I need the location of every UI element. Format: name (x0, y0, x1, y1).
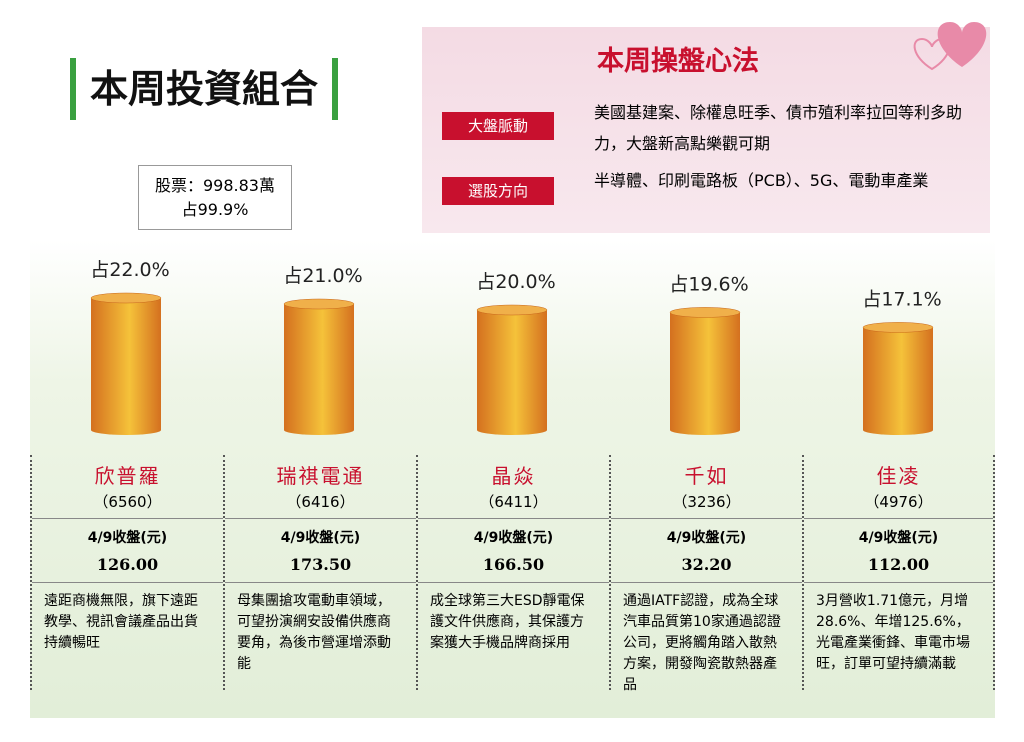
price: 32.20 (681, 555, 732, 574)
bar (863, 327, 933, 435)
price-label: 4/9收盤(元) (858, 530, 939, 546)
strategy-text: 半導體、印刷電路板（PCB）、5G、電動車產業 (594, 171, 929, 190)
stock-column: 佳凌 （4976） 4/9收盤(元) 112.00 3月營收1.71億元，月增28.6%… (802, 455, 995, 690)
bar (670, 312, 740, 435)
strategy-title: 本周操盤心法 (597, 46, 759, 77)
page-title: 本周投資組合 (70, 58, 339, 120)
stock-column: 欣普羅 （6560） 4/9收盤(元) 126.00 遠距商機無限，旗下遠距教學、視訊會… (30, 455, 223, 690)
bar-top (862, 322, 934, 333)
value-label: 占20.0% (476, 271, 555, 293)
stock-name: 千如 (684, 464, 729, 488)
divider (804, 518, 993, 519)
price: 166.50 (482, 555, 545, 574)
strategy-text: 美國基建案、除權息旺季、債市殖利率拉回等利多助力，大盤新高點樂觀可期 (594, 103, 963, 153)
divider (611, 582, 802, 583)
price: 173.50 (289, 555, 352, 574)
stock-column: 千如 （3236） 4/9收盤(元) 32.20 通過IATF認證，成為全球汽車品質第1… (609, 455, 802, 693)
stock-note: 通過IATF認證，成為全球汽車品質第10家通過認證公司，更將觸角踏入散熱方案，開… (623, 593, 781, 693)
price-label: 4/9收盤(元) (473, 530, 554, 546)
chart: 占22.0% 占21.0% 占20.0% 占19.6% 占17.1% (90, 259, 942, 435)
summary-line: 股票：998.83萬 (155, 176, 275, 195)
bar-top (90, 292, 162, 304)
bar (284, 304, 354, 435)
stock-code: （6416） (286, 493, 355, 511)
price: 112.00 (867, 555, 930, 574)
divider (32, 518, 223, 519)
bar-top (476, 304, 548, 316)
stock-column: 瑞祺電通 （6416） 4/9收盤(元) 173.50 母集團搶攻電動車領域，可望扮演網… (223, 455, 416, 690)
stock-name: 晶焱 (491, 464, 536, 488)
strategy-box: 本周操盤心法 大盤脈動 美國基建案、除權息旺季、債市殖利率拉回等利多助力，大盤新… (422, 22, 990, 233)
stock-note: 母集團搶攻電動車領域，可望扮演網安設備供應商要角，為後市營運增添動能 (237, 593, 391, 672)
stock-table: 欣普羅 （6560） 4/9收盤(元) 126.00 遠距商機無限，旗下遠距教學、視訊會… (30, 455, 995, 693)
stock-code: （6411） (479, 493, 548, 511)
strategy-label: 選股方向 (442, 177, 554, 205)
divider (32, 582, 223, 583)
value-label: 占19.6% (669, 273, 748, 295)
divider (225, 518, 416, 519)
bar (477, 310, 547, 435)
price-label: 4/9收盤(元) (280, 530, 361, 546)
stock-name: 佳凌 (876, 464, 921, 488)
hearts (913, 22, 987, 71)
summary-line: 占99.9% (181, 200, 249, 219)
stock-name: 瑞祺電通 (276, 464, 365, 488)
divider (418, 582, 609, 583)
stock-column: 晶焱 （6411） 4/9收盤(元) 166.50 成全球第三大ESD靜電保護文件供應商… (416, 455, 609, 690)
bar-top (669, 307, 741, 318)
summary-box: 股票：998.83萬 占99.9% (138, 165, 292, 230)
bar (91, 298, 161, 435)
divider (804, 582, 993, 583)
price-label: 4/9收盤(元) (87, 530, 168, 546)
stock-note: 遠距商機無限，旗下遠距教學、視訊會議產品出貨持續暢旺 (44, 593, 198, 651)
stock-note: 3月營收1.71億元，月增28.6%、年增125.6%，光電產業衝鋒、車電市場旺… (816, 593, 970, 672)
stock-code: （4976） (864, 493, 933, 511)
stock-note: 成全球第三大ESD靜電保護文件供應商，其保護方案獲大手機品牌商採用 (430, 593, 585, 651)
divider (611, 518, 802, 519)
price: 126.00 (96, 555, 159, 574)
stock-code: （3236） (672, 493, 741, 511)
bar-top (283, 298, 355, 310)
value-label: 占22.0% (90, 259, 169, 281)
stock-code: （6560） (93, 493, 162, 511)
value-label: 占21.0% (283, 265, 362, 287)
strategy-label: 大盤脈動 (442, 112, 554, 140)
price-label: 4/9收盤(元) (666, 530, 747, 546)
divider (418, 518, 609, 519)
divider (225, 582, 416, 583)
stock-name: 欣普羅 (94, 464, 161, 488)
value-label: 占17.1% (862, 288, 941, 310)
